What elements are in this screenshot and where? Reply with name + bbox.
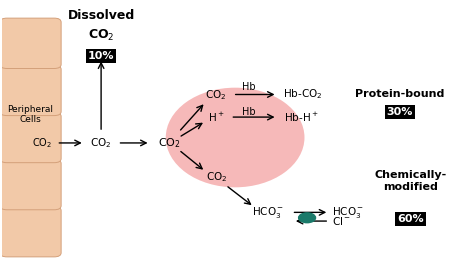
- Text: 10%: 10%: [88, 51, 114, 61]
- Text: CO$_2$: CO$_2$: [88, 28, 114, 43]
- FancyBboxPatch shape: [0, 207, 61, 257]
- Text: Chemically-
modified: Chemically- modified: [374, 170, 447, 192]
- Text: CO$_2$: CO$_2$: [32, 136, 53, 150]
- Text: Peripheral
Cells: Peripheral Cells: [8, 105, 54, 124]
- FancyBboxPatch shape: [0, 160, 61, 210]
- Text: Cl$^-$: Cl$^-$: [332, 215, 351, 227]
- Text: CO$_2$: CO$_2$: [158, 136, 181, 150]
- Ellipse shape: [166, 88, 304, 187]
- Text: HCO$_3^-$: HCO$_3^-$: [332, 205, 364, 220]
- Text: CO$_2$: CO$_2$: [206, 170, 227, 184]
- Text: Hb: Hb: [242, 107, 256, 117]
- FancyBboxPatch shape: [0, 112, 61, 163]
- Text: 30%: 30%: [386, 107, 413, 117]
- Circle shape: [299, 213, 316, 223]
- Text: HCO$_3^-$: HCO$_3^-$: [252, 205, 284, 220]
- Text: Protein-bound: Protein-bound: [355, 89, 445, 99]
- Text: Dissolved: Dissolved: [67, 9, 135, 21]
- FancyBboxPatch shape: [0, 65, 61, 116]
- Text: Hb: Hb: [242, 82, 256, 92]
- Text: Hb-CO$_2$: Hb-CO$_2$: [283, 88, 322, 101]
- Text: 60%: 60%: [397, 214, 424, 224]
- Text: CO$_2$: CO$_2$: [205, 88, 226, 102]
- Text: H$^+$: H$^+$: [208, 111, 225, 124]
- Text: CO$_2$: CO$_2$: [91, 136, 112, 150]
- Text: Hb-H$^+$: Hb-H$^+$: [283, 111, 319, 124]
- FancyBboxPatch shape: [0, 18, 61, 68]
